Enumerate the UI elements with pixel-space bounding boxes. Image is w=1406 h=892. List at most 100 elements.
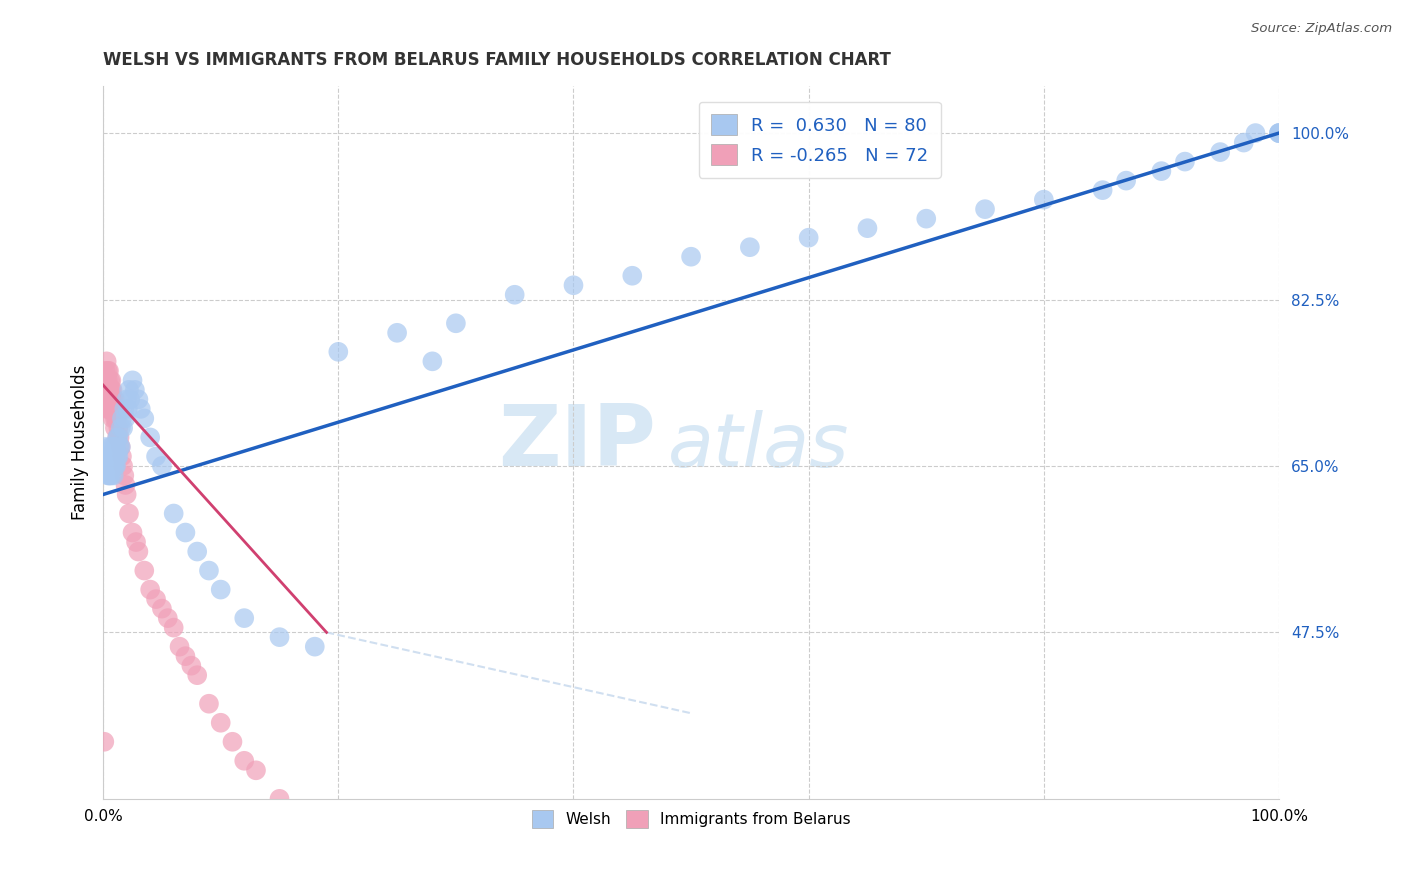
Point xyxy=(108,440,131,454)
Point xyxy=(100,458,122,473)
Point xyxy=(103,458,125,473)
Point xyxy=(107,421,129,435)
Point xyxy=(97,468,120,483)
Point xyxy=(169,640,191,654)
Point xyxy=(145,592,167,607)
Point xyxy=(1091,183,1114,197)
Point xyxy=(114,411,136,425)
Point xyxy=(409,887,432,892)
Point xyxy=(103,468,125,483)
Point xyxy=(915,211,938,226)
Point xyxy=(328,344,350,359)
Point xyxy=(100,383,122,397)
Point xyxy=(110,440,132,454)
Point xyxy=(115,487,138,501)
Point xyxy=(1115,173,1137,187)
Point xyxy=(117,401,139,416)
Point xyxy=(100,450,122,464)
Point xyxy=(292,811,315,825)
Point xyxy=(118,507,141,521)
Point xyxy=(96,383,118,397)
Point xyxy=(198,697,221,711)
Point xyxy=(1233,136,1256,150)
Point xyxy=(150,601,173,615)
Point xyxy=(96,458,118,473)
Point xyxy=(94,392,117,407)
Point xyxy=(96,373,118,387)
Point xyxy=(98,364,121,378)
Point xyxy=(129,401,152,416)
Point xyxy=(174,525,197,540)
Point xyxy=(269,630,291,644)
Point xyxy=(98,458,121,473)
Point xyxy=(98,401,121,416)
Point xyxy=(125,535,148,549)
Point xyxy=(98,383,121,397)
Point xyxy=(328,839,350,854)
Point xyxy=(621,268,644,283)
Point xyxy=(198,564,221,578)
Point xyxy=(233,754,256,768)
Point xyxy=(111,450,134,464)
Point xyxy=(134,564,156,578)
Point xyxy=(150,458,173,473)
Point xyxy=(103,401,125,416)
Point xyxy=(103,450,125,464)
Point xyxy=(98,468,121,483)
Point xyxy=(94,440,117,454)
Point xyxy=(221,735,243,749)
Point xyxy=(1209,145,1232,160)
Point xyxy=(100,401,122,416)
Point xyxy=(120,392,142,407)
Point xyxy=(422,354,444,368)
Point xyxy=(96,354,118,368)
Point xyxy=(186,668,208,682)
Point xyxy=(156,611,179,625)
Point xyxy=(110,421,132,435)
Point xyxy=(269,792,291,806)
Point xyxy=(127,392,149,407)
Legend: Welsh, Immigrants from Belarus: Welsh, Immigrants from Belarus xyxy=(526,804,856,834)
Point xyxy=(94,364,117,378)
Point xyxy=(145,450,167,464)
Point xyxy=(1268,126,1291,140)
Point xyxy=(163,507,186,521)
Point xyxy=(105,411,128,425)
Text: ZIP: ZIP xyxy=(498,401,655,483)
Point xyxy=(121,525,143,540)
Point xyxy=(974,202,997,216)
Point xyxy=(304,640,326,654)
Point xyxy=(101,411,124,425)
Point xyxy=(97,364,120,378)
Point xyxy=(97,373,120,387)
Point xyxy=(93,373,115,387)
Point xyxy=(180,658,202,673)
Point xyxy=(233,611,256,625)
Point xyxy=(1244,126,1267,140)
Point xyxy=(105,458,128,473)
Point xyxy=(105,430,128,444)
Point xyxy=(139,582,162,597)
Point xyxy=(797,230,820,244)
Point xyxy=(112,421,135,435)
Point xyxy=(114,478,136,492)
Point xyxy=(104,458,127,473)
Point xyxy=(1174,154,1197,169)
Point xyxy=(101,440,124,454)
Point xyxy=(100,468,122,483)
Point xyxy=(108,430,131,444)
Point xyxy=(562,278,585,293)
Point xyxy=(98,392,121,407)
Point xyxy=(105,411,128,425)
Point xyxy=(97,458,120,473)
Point xyxy=(104,440,127,454)
Point xyxy=(97,401,120,416)
Text: atlas: atlas xyxy=(668,409,849,482)
Point xyxy=(174,649,197,664)
Point xyxy=(107,430,129,444)
Point xyxy=(124,383,146,397)
Point xyxy=(112,401,135,416)
Point xyxy=(105,450,128,464)
Y-axis label: Family Households: Family Households xyxy=(72,365,89,520)
Point xyxy=(738,240,761,254)
